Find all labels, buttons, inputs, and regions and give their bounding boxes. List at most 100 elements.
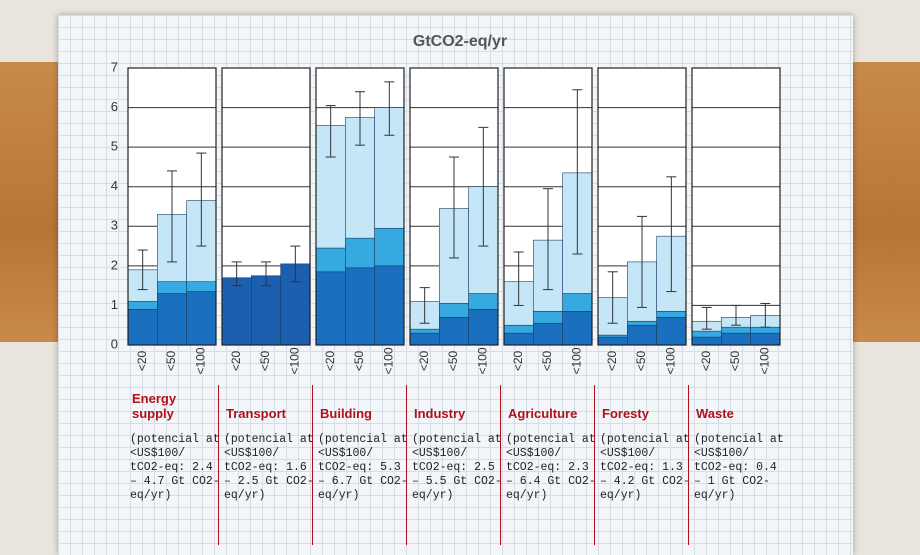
bar-segment: [656, 316, 687, 346]
error-bar: [290, 245, 301, 283]
error-bar: [543, 188, 553, 291]
panel-frame: [597, 67, 687, 346]
error-bar: [231, 261, 242, 287]
bar-segment: [345, 267, 375, 346]
sector-description: (potencial at <US$100/ tCO2-eq: 1.3 – 4.…: [600, 433, 690, 502]
bar-segment: [562, 293, 593, 312]
bar-segment: [721, 332, 751, 346]
error-bar: [196, 152, 207, 247]
panel-background: [692, 68, 780, 345]
column-divider: [594, 385, 595, 545]
bar-segment: [627, 324, 657, 346]
bar-segment: [315, 271, 346, 346]
error-bar: [137, 249, 148, 291]
x-tick-label: <50: [164, 350, 178, 371]
x-tick-label: <20: [605, 350, 619, 371]
sector-name: Foresty: [602, 406, 649, 421]
bar-segment: [691, 336, 722, 346]
x-tick-label: <20: [417, 350, 431, 371]
x-tick-label: <100: [758, 347, 772, 374]
panel-frame: [221, 67, 311, 346]
error-bar: [513, 251, 524, 306]
bar-segment: [468, 309, 499, 346]
bar-segment: [691, 330, 722, 338]
sector-name: Waste: [696, 406, 734, 421]
x-tick-label: <100: [664, 347, 678, 374]
x-tick-label: <100: [476, 347, 490, 374]
sector-name: Transport: [226, 406, 286, 421]
x-tick-label: <20: [323, 350, 337, 371]
x-tick-label: <50: [352, 350, 366, 371]
bar-segment: [439, 316, 469, 346]
sector-name: Agriculture: [508, 406, 578, 421]
bar-segment: [562, 311, 593, 346]
bar-segment: [186, 291, 217, 346]
sector-description: (potencial at <US$100/ tCO2-eq: 2.4 – 4.…: [130, 433, 220, 502]
error-bar: [637, 215, 647, 308]
x-tick-label: <100: [288, 347, 302, 374]
bar-segment: [533, 311, 563, 324]
bar-segment: [503, 324, 534, 334]
error-bar: [355, 91, 365, 146]
bar-segment: [409, 328, 440, 334]
sector-name: Building: [320, 406, 372, 421]
sector-description: (potencial at <US$100/ tCO2-eq: 1.6 – 2.…: [224, 433, 314, 502]
sector-name: Energy supply: [132, 391, 177, 421]
x-tick-label: <50: [446, 350, 460, 371]
bar-segment: [221, 277, 252, 346]
column-divider: [218, 385, 219, 545]
bar-segment: [468, 293, 499, 310]
x-tick-label: <100: [382, 347, 396, 374]
y-tick-label: 3: [111, 218, 118, 233]
error-bar: [572, 89, 583, 255]
bar-segment: [597, 336, 628, 346]
error-bar: [449, 156, 459, 259]
x-tick-label: <50: [728, 350, 742, 371]
sector-name: Industry: [414, 406, 466, 421]
bar-segment: [157, 293, 187, 346]
x-tick-label: <100: [194, 347, 208, 374]
bar-segment: [721, 326, 751, 334]
error-bar: [419, 287, 430, 324]
bar-segment: [533, 322, 563, 346]
panel-frame: [315, 67, 405, 346]
bar-segment: [439, 303, 469, 318]
error-bar: [607, 271, 618, 324]
x-tick-label: <50: [258, 350, 272, 371]
error-bar: [261, 261, 271, 287]
bar-segment: [127, 301, 158, 310]
x-tick-label: <20: [229, 350, 243, 371]
error-bar: [666, 176, 677, 293]
bar-segment: [656, 311, 687, 318]
bar-segment: [503, 332, 534, 346]
error-bar: [731, 304, 741, 326]
panel-frame: [409, 67, 499, 346]
x-tick-label: <20: [699, 350, 713, 371]
y-tick-label: 0: [111, 336, 118, 351]
sector-description: (potencial at <US$100/ tCO2-eq: 5.3 – 6.…: [318, 433, 408, 502]
error-bar: [167, 170, 177, 263]
panel-frame: [503, 67, 593, 346]
bar-segment: [345, 237, 375, 269]
y-tick-label: 4: [111, 178, 118, 193]
y-tick-label: 2: [111, 257, 118, 272]
bar-segment: [157, 281, 187, 294]
column-divider: [500, 385, 501, 545]
column-divider: [688, 385, 689, 545]
error-bar: [760, 302, 771, 328]
bar-segment: [409, 332, 440, 346]
x-tick-label: <100: [570, 347, 584, 374]
panel-frame: [691, 67, 781, 346]
y-tick-label: 6: [111, 99, 118, 114]
bar-segment: [127, 309, 158, 346]
sector-description: (potencial at <US$100/ tCO2-eq: 2.5 – 5.…: [412, 433, 502, 502]
column-divider: [406, 385, 407, 545]
bar-segment: [750, 326, 781, 334]
error-bar: [478, 126, 489, 247]
bar-segment: [627, 320, 657, 326]
y-tick-label: 5: [111, 139, 118, 154]
error-bar: [325, 105, 336, 158]
column-divider: [312, 385, 313, 545]
bar-segment: [186, 281, 217, 292]
